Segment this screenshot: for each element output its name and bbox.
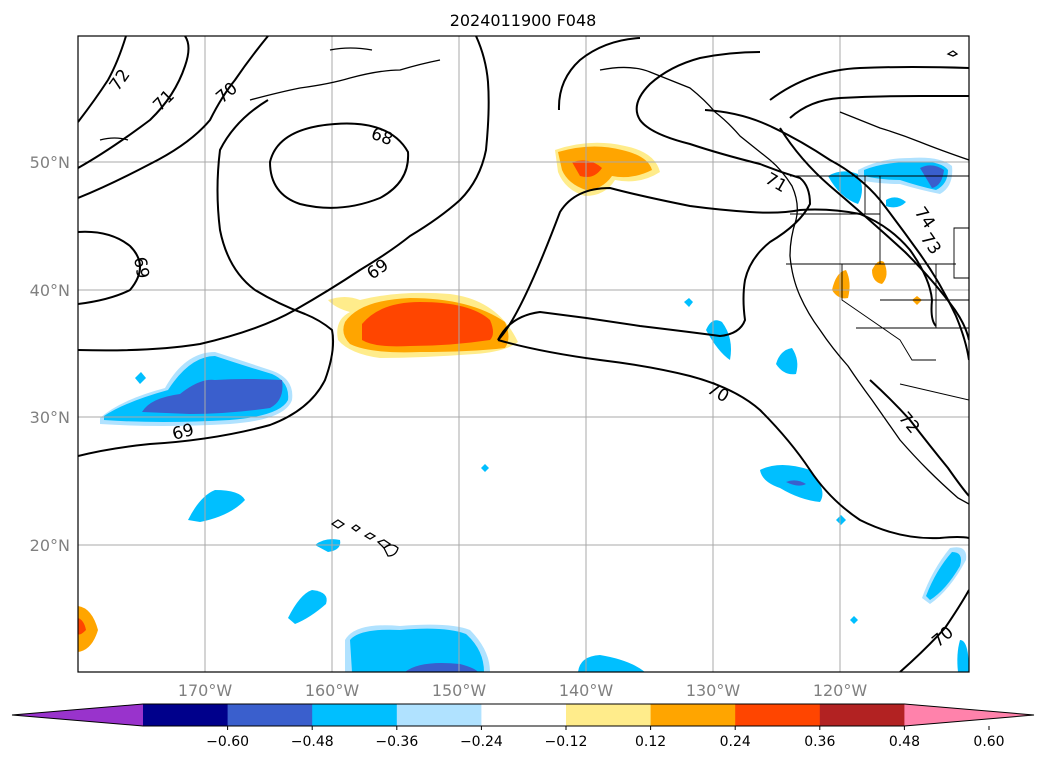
contour-label: 70	[212, 79, 241, 108]
colorbar-tick-label: −0.12	[545, 734, 588, 750]
colorbar-segment	[819, 704, 905, 726]
contour-74	[789, 94, 969, 119]
lon-label: 140°W	[559, 681, 614, 700]
contour-69-mid	[78, 36, 490, 352]
colorbar-tick-label: 0.36	[804, 734, 835, 750]
colorbar-tick-label: −0.36	[375, 734, 418, 750]
colorbar-tick-label: −0.60	[206, 734, 249, 750]
contour-label: 72	[894, 408, 923, 437]
colorbar-segment	[566, 704, 652, 726]
contour-71-nw	[78, 36, 190, 169]
map-area: 72 71 70 68 69 69 69 70 71 74 73 72 70	[78, 36, 969, 672]
lon-label: 130°W	[686, 681, 741, 700]
state-borders	[786, 175, 969, 401]
contour-68	[268, 122, 410, 209]
coastlines	[99, 47, 969, 557]
longitude-labels: 170°W 160°W 150°W 140°W 130°W 120°W	[178, 681, 868, 700]
contour-72-se	[869, 379, 969, 497]
contour-label: 70	[928, 623, 957, 652]
colorbar-extend-min	[12, 704, 143, 726]
contour-70-loop	[78, 99, 335, 457]
colorbar-segment	[227, 704, 313, 726]
latitude-labels: 50°N 40°N 30°N 20°N	[30, 153, 70, 555]
colorbar-tick-label: 0.60	[973, 734, 1004, 750]
lon-label: 160°W	[305, 681, 360, 700]
contour-label: 69	[129, 255, 152, 280]
contour-70-east	[497, 51, 812, 341]
lat-label: 50°N	[30, 153, 70, 172]
contour-70-south	[497, 339, 969, 540]
gridlines	[78, 36, 969, 672]
contour-label: 68	[368, 124, 395, 150]
colorbar-segment	[396, 704, 482, 726]
colorbar-outline	[11, 703, 1035, 727]
contour-label: 70	[704, 379, 733, 407]
colorbar-segment	[143, 704, 229, 726]
contour-73	[779, 127, 969, 341]
contour-70-west	[78, 36, 269, 199]
lon-label: 170°W	[178, 681, 233, 700]
lon-label: 120°W	[813, 681, 868, 700]
lat-label: 40°N	[30, 281, 70, 300]
colorbar-tick-label: 0.48	[889, 734, 920, 750]
map-frame	[77, 35, 970, 673]
colorbar-extend-max	[904, 704, 1034, 726]
contour-label: 69	[363, 255, 392, 284]
contour-72-nw	[78, 36, 127, 123]
colorbar-segment	[481, 704, 567, 726]
lat-label: 20°N	[30, 536, 70, 555]
contour-71-ne	[704, 109, 969, 361]
map-title: 2024011900 F048	[450, 11, 597, 30]
colorbar-segment	[735, 704, 821, 726]
lat-label: 30°N	[30, 408, 70, 427]
colorbar-tick-label: −0.48	[291, 734, 334, 750]
height-contours	[78, 36, 969, 672]
contour-70-se	[899, 589, 969, 672]
colorbar-segment	[650, 704, 736, 726]
shaded-fields	[78, 142, 969, 672]
colorbar-tick-label: 0.24	[720, 734, 751, 750]
contour-71-coast	[557, 37, 641, 111]
colorbar-tick-label: 0.12	[635, 734, 666, 750]
contour-label: 74	[910, 203, 939, 232]
contour-69-west	[78, 230, 141, 305]
colorbar-segment	[312, 704, 398, 726]
north-america-coast	[599, 66, 969, 505]
contour-label: 72	[106, 66, 135, 95]
lon-label: 150°W	[432, 681, 487, 700]
colorbar: −0.60 −0.48 −0.36 −0.24 −0.12 0.12 0.24 0.36 0.4…	[11, 703, 1035, 750]
colorbar-tick-label: −0.24	[460, 734, 503, 750]
